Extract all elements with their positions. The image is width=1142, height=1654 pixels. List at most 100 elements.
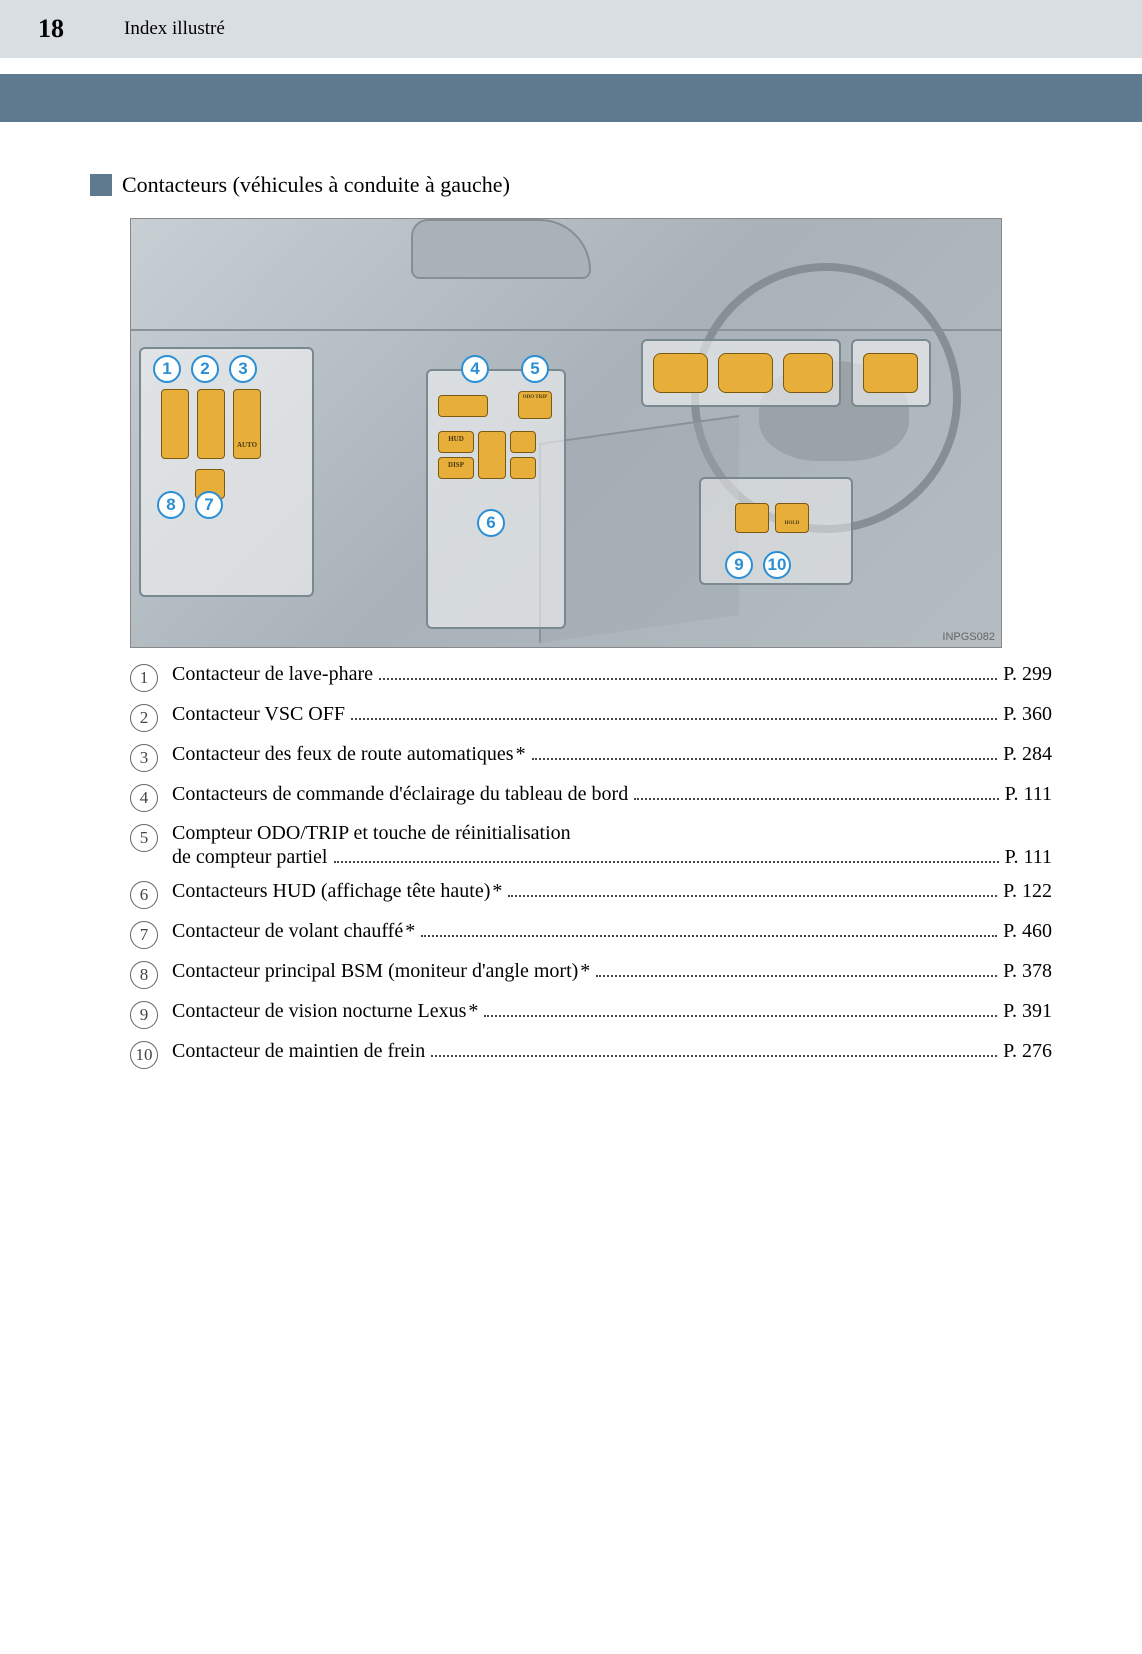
index-item-page: P. 276 [1003, 1040, 1052, 1063]
odo-label: ODO TRIP [518, 395, 552, 400]
leader-dots [421, 919, 997, 937]
index-item-3: 3 Contacteur des feux de route automatiqu… [130, 742, 1052, 772]
index-item-2: 2 Contacteur VSC OFF P. 360 [130, 702, 1052, 732]
index-item-label: Contacteurs HUD (affichage tête haute) [172, 880, 490, 903]
leader-dots [334, 845, 999, 863]
index-item-number: 5 [130, 824, 158, 852]
hud-label: HUD [438, 435, 474, 443]
callout-6: 6 [477, 509, 505, 537]
index-item-number: 4 [130, 784, 158, 812]
night-vision-switch-icon [735, 503, 769, 533]
index-item-page: P. 122 [1003, 880, 1052, 903]
instrument-cluster-panel [641, 339, 841, 407]
brake-hold-switch-icon [775, 503, 809, 533]
index-item-page: P. 284 [1003, 743, 1052, 766]
index-item-6: 6 Contacteurs HUD (affichage tête haute)*… [130, 879, 1052, 909]
hud-up-switch-icon [510, 431, 536, 453]
header-band [0, 74, 1142, 122]
footnote-star-icon: * [516, 743, 526, 766]
leader-dots [379, 662, 997, 680]
section-header: Contacteurs (véhicules à conduite à gauc… [90, 172, 1052, 198]
index-item-body: Contacteurs HUD (affichage tête haute)* P… [172, 879, 1052, 903]
image-reference: INPGS082 [942, 631, 995, 643]
disp-label: DISP [438, 461, 474, 469]
index-item-page: P. 299 [1003, 663, 1052, 686]
index-item-label: Contacteur principal BSM (moniteur d'ang… [172, 960, 578, 983]
index-item-1: 1 Contacteur de lave-phare P. 299 [130, 662, 1052, 692]
gauge-right-icon [783, 353, 833, 393]
index-item-body: Contacteur des feux de route automatique… [172, 742, 1052, 766]
index-item-body: Contacteur de volant chauffé* P. 460 [172, 919, 1052, 943]
gauge-far-icon [863, 353, 918, 393]
index-item-body: Contacteur principal BSM (moniteur d'ang… [172, 959, 1052, 983]
far-cluster-panel [851, 339, 931, 407]
index-item-number: 6 [130, 881, 158, 909]
leader-dots [431, 1039, 997, 1057]
callout-9: 9 [725, 551, 753, 579]
leader-dots [484, 999, 997, 1017]
index-item-number: 7 [130, 921, 158, 949]
leader-dots [351, 702, 997, 720]
index-item-label: Contacteur VSC OFF [172, 703, 345, 726]
index-item-label: Contacteur des feux de route automatique… [172, 743, 514, 766]
callout-4: 4 [461, 355, 489, 383]
hud-down-switch-icon [510, 457, 536, 479]
page-header: 18 Index illustré [0, 0, 1142, 58]
footnote-star-icon: * [468, 1000, 478, 1023]
index-item-10: 10 Contacteur de maintien de frein P. 276 [130, 1039, 1052, 1069]
index-item-number: 10 [130, 1041, 158, 1069]
hold-label: HOLD [775, 521, 809, 526]
washer-switch-icon [161, 389, 189, 459]
footnote-star-icon: * [492, 880, 502, 903]
page-content: Contacteurs (véhicules à conduite à gauc… [0, 122, 1142, 1069]
callout-3: 3 [229, 355, 257, 383]
index-item-label: Contacteur de maintien de frein [172, 1040, 425, 1063]
leader-dots [634, 782, 998, 800]
hud-adjust-switch-icon [478, 431, 506, 479]
index-item-number: 9 [130, 1001, 158, 1029]
section-marker-icon [90, 174, 112, 196]
index-item-label: Contacteur de vision nocturne Lexus [172, 1000, 466, 1023]
switches-diagram: AUTO ODO TRIP HUD DISP H [130, 218, 1002, 648]
index-item-body: Contacteur VSC OFF P. 360 [172, 702, 1052, 726]
header-title: Index illustré [124, 18, 225, 40]
index-item-page: P. 360 [1003, 703, 1052, 726]
index-item-number: 1 [130, 664, 158, 692]
footnote-star-icon: * [405, 920, 415, 943]
index-item-page: P. 378 [1003, 960, 1052, 983]
index-item-body: Contacteur de vision nocturne Lexus* P. 3… [172, 999, 1052, 1023]
index-item-body: Compteur ODO/TRIP et touche de réinitial… [172, 822, 1052, 869]
index-item-4: 4 Contacteurs de commande d'éclairage du … [130, 782, 1052, 812]
section-title: Contacteurs (véhicules à conduite à gauc… [122, 172, 510, 198]
dimmer-switch-icon [438, 395, 488, 417]
callout-8: 8 [157, 491, 185, 519]
index-item-label: Contacteur de lave-phare [172, 663, 373, 686]
callout-7: 7 [195, 491, 223, 519]
callout-2: 2 [191, 355, 219, 383]
left-switch-panel: AUTO [139, 347, 314, 597]
vsc-off-switch-icon [197, 389, 225, 459]
page-number: 18 [38, 14, 64, 44]
index-item-9: 9 Contacteur de vision nocturne Lexus* P. … [130, 999, 1052, 1029]
index-item-8: 8 Contacteur principal BSM (moniteur d'an… [130, 959, 1052, 989]
index-item-number: 8 [130, 961, 158, 989]
index-item-number: 2 [130, 704, 158, 732]
leader-dots [596, 959, 997, 977]
auto-label: AUTO [233, 441, 261, 449]
index-item-page: P. 111 [1005, 846, 1052, 869]
switch-index-list: 1 Contacteur de lave-phare P. 299 2 Contacte… [130, 662, 1052, 1069]
index-item-page: P. 391 [1003, 1000, 1052, 1023]
leader-dots [532, 742, 998, 760]
callout-10: 10 [763, 551, 791, 579]
index-item-label: Compteur ODO/TRIP et touche de réinitial… [172, 822, 571, 845]
index-item-5: 5 Compteur ODO/TRIP et touche de réinitia… [130, 822, 1052, 869]
index-item-label: Contacteurs de commande d'éclairage du t… [172, 783, 628, 806]
index-item-label: Contacteur de volant chauffé [172, 920, 403, 943]
leader-dots [508, 879, 997, 897]
mid-switch-panel: ODO TRIP HUD DISP [426, 369, 566, 629]
index-item-7: 7 Contacteur de volant chauffé* P. 460 [130, 919, 1052, 949]
index-item-page: P. 460 [1003, 920, 1052, 943]
index-item-sublabel: de compteur partiel [172, 846, 328, 869]
index-item-number: 3 [130, 744, 158, 772]
footnote-star-icon: * [580, 960, 590, 983]
